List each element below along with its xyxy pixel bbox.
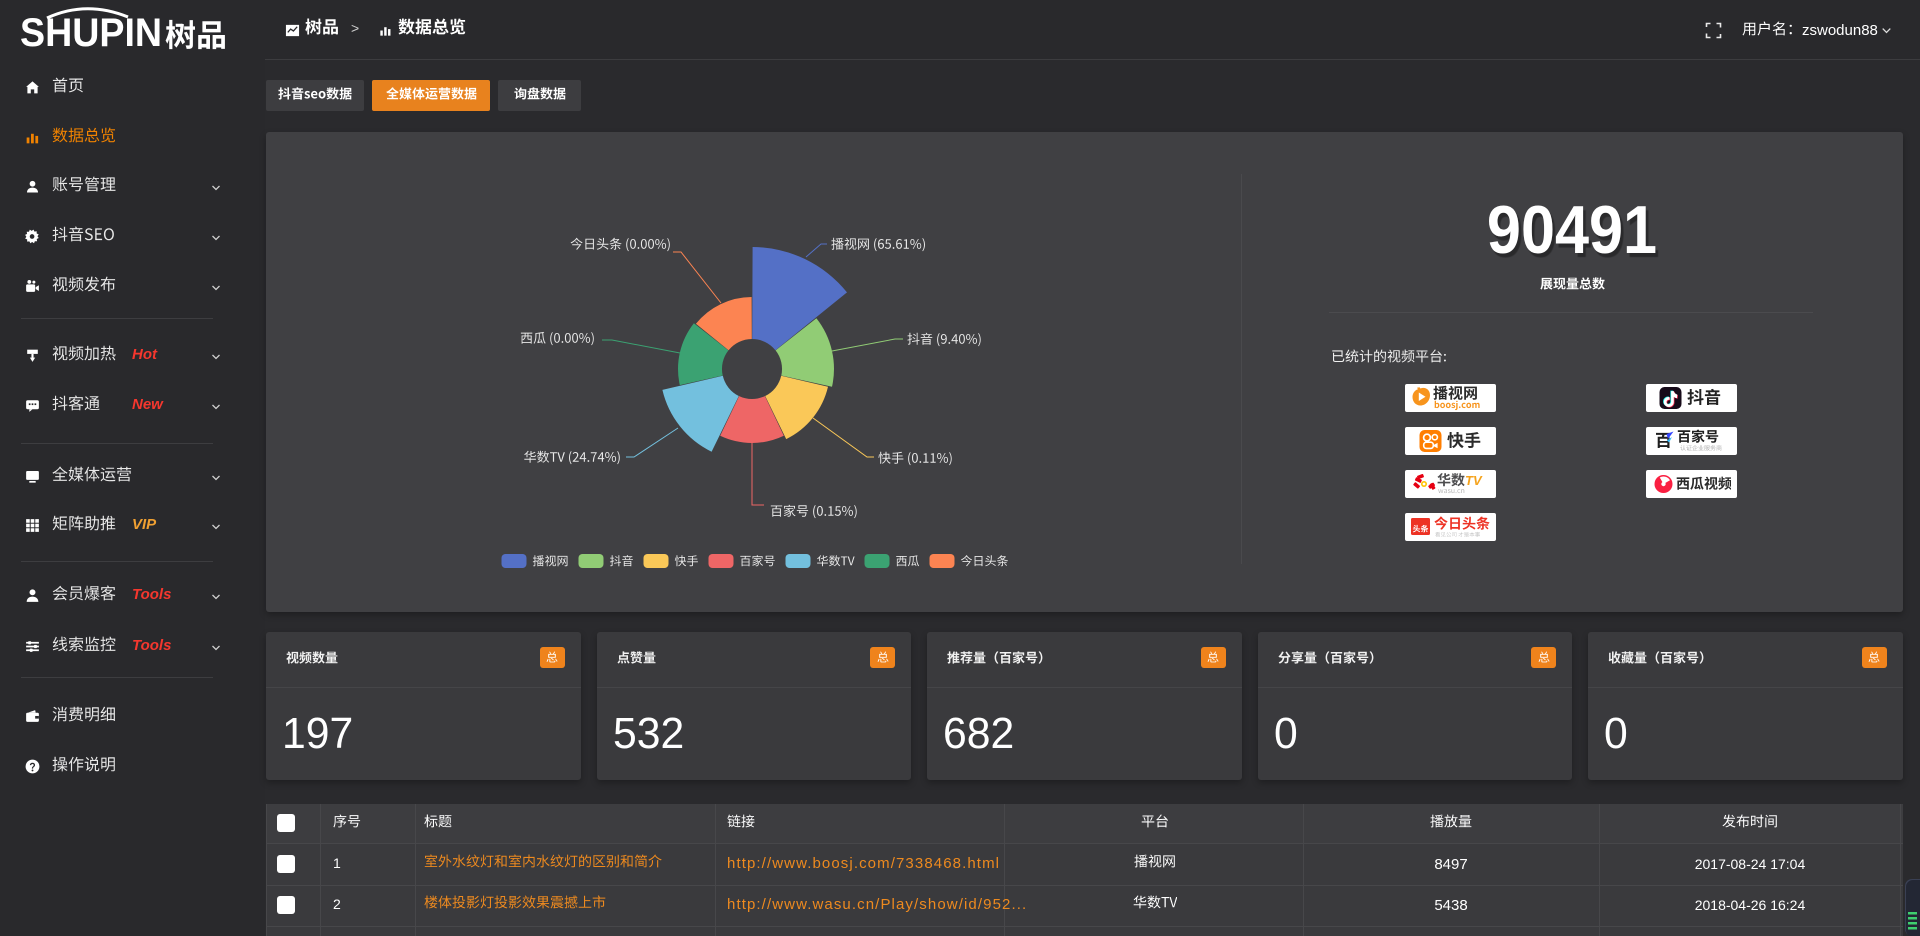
svg-text:TV: TV: [1465, 473, 1483, 488]
